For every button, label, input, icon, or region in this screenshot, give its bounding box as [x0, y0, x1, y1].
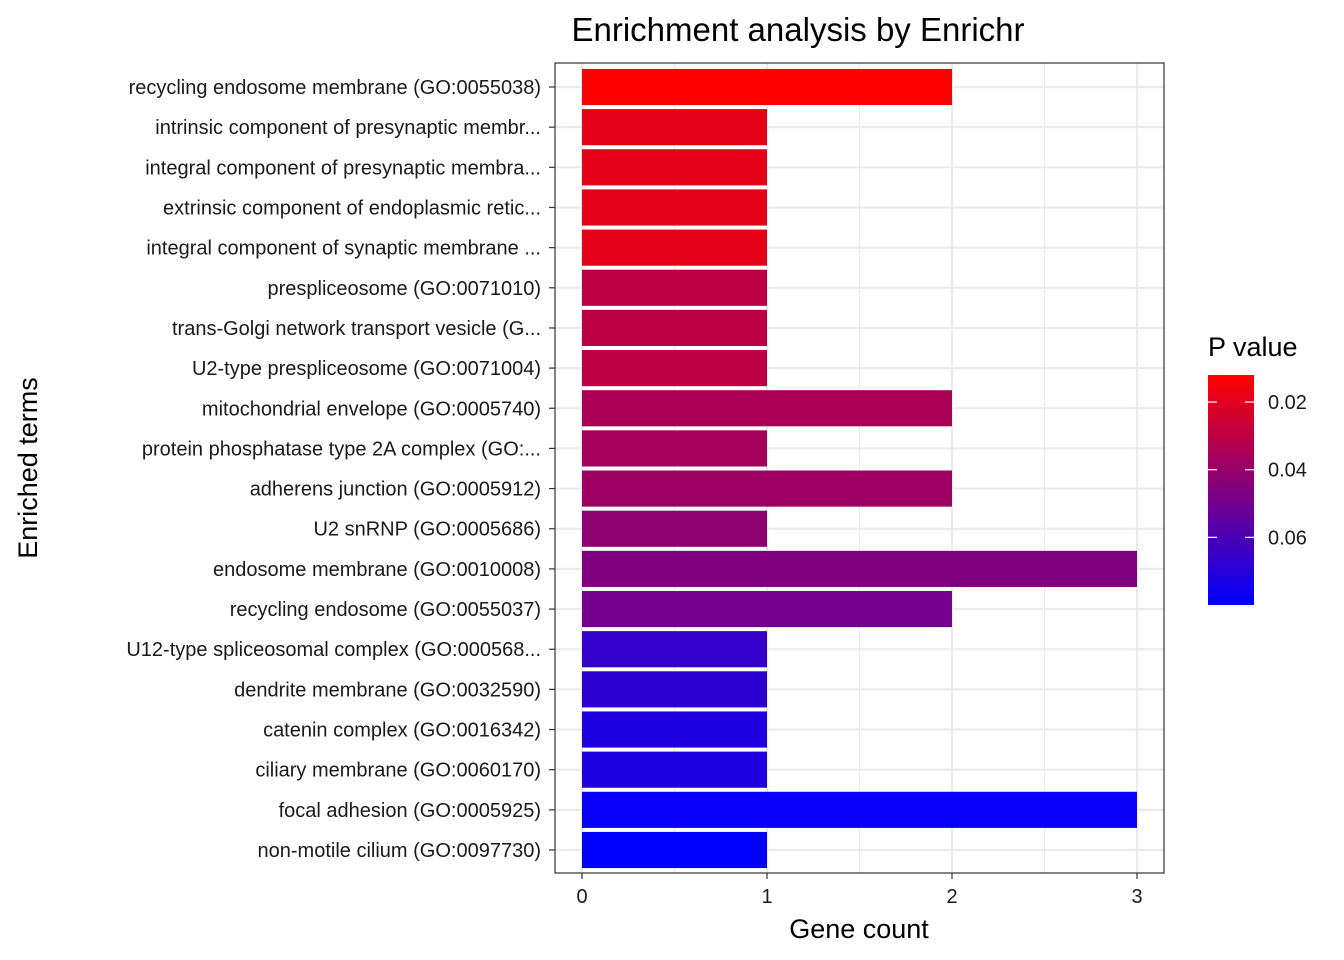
bar	[582, 711, 767, 748]
bar	[582, 269, 767, 306]
y-tick-label: U2-type prespliceosome (GO:0071004)	[192, 358, 541, 380]
y-tick-label: mitochondrial envelope (GO:0005740)	[202, 398, 541, 420]
bar	[582, 550, 1137, 587]
bar	[582, 350, 767, 387]
color-legend: P value 0.02 0.04 0.06	[1208, 332, 1307, 605]
y-tick-label: trans-Golgi network transport vesicle (G…	[172, 318, 541, 340]
bar	[582, 671, 767, 708]
bar	[582, 430, 767, 467]
bar	[582, 590, 952, 628]
y-tick-label: integral component of synaptic membrane …	[146, 238, 541, 260]
bar	[582, 791, 1137, 828]
y-tick-label: intrinsic component of presynaptic membr…	[155, 117, 541, 139]
bar	[582, 390, 952, 427]
y-tick-label: catenin complex (GO:0016342)	[263, 720, 541, 742]
plot-border	[554, 62, 1165, 874]
bar	[582, 109, 767, 146]
bar	[582, 510, 767, 547]
y-tick-label: extrinsic component of endoplasmic retic…	[163, 197, 541, 219]
x-tick-label: 1	[761, 886, 772, 908]
y-tick-label: recycling endosome (GO:0055037)	[230, 599, 541, 621]
bar	[582, 631, 767, 668]
y-tick-label: focal adhesion (GO:0005925)	[279, 800, 541, 822]
bar	[582, 751, 767, 788]
x-tick-label: 3	[1131, 886, 1142, 908]
bar	[582, 229, 767, 266]
bar	[582, 309, 767, 347]
y-tick-label: prespliceosome (GO:0071010)	[268, 278, 541, 300]
bar	[582, 189, 767, 226]
y-axis: recycling endosome membrane (GO:0055038)…	[126, 77, 555, 862]
bar	[582, 831, 767, 869]
y-tick-label: non-motile cilium (GO:0097730)	[258, 840, 541, 862]
bar	[582, 470, 952, 507]
y-axis-title: Enriched terms	[13, 377, 43, 559]
x-axis-title: Gene count	[789, 914, 929, 944]
bar	[582, 149, 767, 186]
legend-label: 0.06	[1268, 527, 1307, 549]
y-tick-label: integral component of presynaptic membra…	[145, 157, 541, 179]
y-tick-label: U12-type spliceosomal complex (GO:000568…	[126, 639, 541, 661]
y-tick-label: endosome membrane (GO:0010008)	[213, 559, 541, 581]
legend-title: P value	[1208, 332, 1298, 362]
y-tick-label: adherens junction (GO:0005912)	[250, 479, 541, 501]
y-tick-label: recycling endosome membrane (GO:0055038)	[129, 77, 541, 99]
y-tick-label: protein phosphatase type 2A complex (GO:…	[142, 438, 541, 460]
bars-group	[582, 68, 1137, 869]
legend-ticks: 0.02 0.04 0.06	[1208, 392, 1307, 549]
legend-label: 0.04	[1268, 460, 1307, 482]
x-axis: 0 1 2 3	[576, 873, 1143, 908]
y-tick-label: dendrite membrane (GO:0032590)	[234, 679, 541, 701]
legend-label: 0.02	[1268, 392, 1307, 414]
x-tick-label: 0	[576, 886, 587, 908]
y-tick-label: U2 snRNP (GO:0005686)	[313, 519, 541, 541]
chart-title: Enrichment analysis by Enrichr	[571, 11, 1024, 48]
y-tick-label: ciliary membrane (GO:0060170)	[255, 760, 541, 782]
bar	[582, 68, 952, 106]
legend-colorbar	[1208, 375, 1254, 605]
x-tick-label: 2	[946, 886, 957, 908]
